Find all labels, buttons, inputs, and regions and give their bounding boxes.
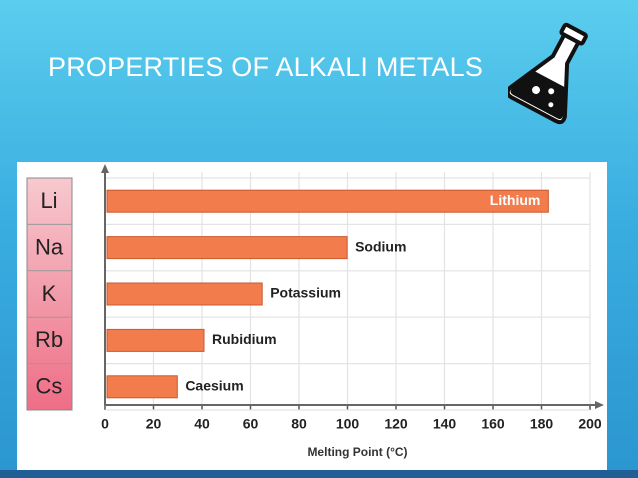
bar (106, 282, 263, 306)
x-axis-arrow (595, 401, 604, 409)
bar (106, 375, 178, 399)
y-axis-arrow (101, 164, 109, 173)
chart-panel (17, 162, 607, 470)
bar-label: Lithium (490, 192, 541, 208)
x-tick-label: 120 (384, 416, 408, 432)
x-tick-label: 160 (481, 416, 505, 432)
flask-icon (508, 22, 588, 125)
element-symbol: Li (40, 188, 57, 213)
bar-label: Potassium (270, 285, 341, 301)
x-axis-label: Melting Point (°C) (307, 445, 407, 459)
element-symbol: Cs (36, 374, 63, 399)
x-tick-label: 180 (530, 416, 554, 432)
x-tick-label: 100 (336, 416, 360, 432)
bar-label: Rubidium (212, 331, 277, 347)
x-tick-label: 20 (146, 416, 162, 432)
x-tick-label: 200 (578, 416, 602, 432)
symbol-column (26, 177, 73, 411)
bar (106, 189, 549, 213)
x-tick-label: 60 (243, 416, 259, 432)
element-symbol: Rb (35, 327, 63, 352)
x-tick-label: 140 (433, 416, 457, 432)
bar-label: Caesium (185, 378, 243, 394)
x-tick-label: 40 (194, 416, 210, 432)
bar (106, 236, 348, 260)
element-symbol: K (42, 281, 57, 306)
element-symbol: Na (35, 234, 64, 259)
bar (106, 328, 205, 352)
chart: 0 20 40 60 80 100 120 140 160 180 200 Melting Point… (17, 162, 607, 470)
bottom-bar (0, 470, 638, 478)
slide-title: PROPERTIES OF ALKALI METALS (48, 52, 484, 82)
x-tick-label: 0 (101, 416, 109, 432)
bar-label: Sodium (355, 238, 406, 254)
x-tick-label: 80 (291, 416, 307, 432)
